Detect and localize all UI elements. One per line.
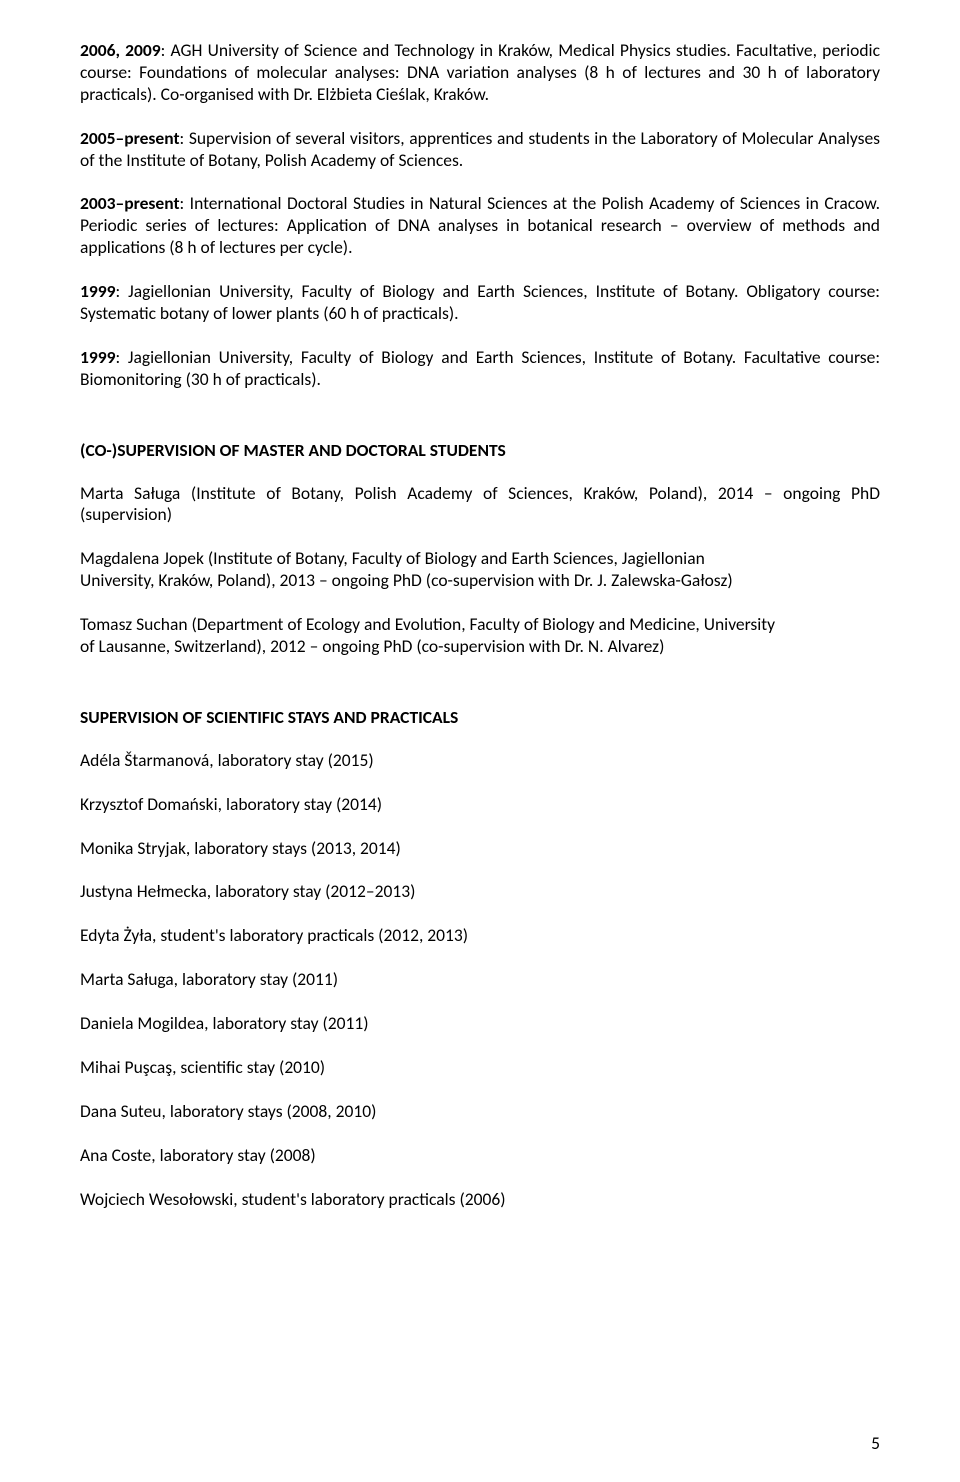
stay-item: Adéla Štarmanová, laboratory stay (2015) [80, 750, 880, 772]
student-line: Magdalena Jopek (Institute of Botany, Fa… [80, 547, 705, 569]
teaching-entry-1999a: 1999: Jagiellonian University, Faculty o… [80, 281, 880, 325]
stay-item: Justyna Hełmecka, laboratory stay (2012–… [80, 881, 880, 903]
entry-text: : Supervision of several visitors, appre… [80, 127, 880, 171]
student-line: University, Kraków, Poland), 2013 – ongo… [80, 569, 733, 591]
teaching-entry-2005-present: 2005–present: Supervision of several vis… [80, 128, 880, 172]
stay-item: Monika Stryjak, laboratory stays (2013, … [80, 838, 880, 860]
entry-text: : Jagiellonian University, Faculty of Bi… [80, 280, 880, 324]
cv-page: 2006, 2009: AGH University of Science an… [0, 0, 960, 1482]
entry-year: 1999 [80, 280, 115, 302]
stay-item: Marta Saługa, laboratory stay (2011) [80, 969, 880, 991]
entry-year: 2006, 2009 [80, 39, 161, 61]
student-saluga: Marta Saługa (Institute of Botany, Polis… [80, 483, 880, 527]
entry-year: 2003–present [80, 192, 180, 214]
entry-year: 2005–present [80, 127, 180, 149]
entry-text: : International Doctoral Studies in Natu… [80, 192, 880, 258]
teaching-entry-2003-present: 2003–present: International Doctoral Stu… [80, 193, 880, 259]
page-number: 5 [871, 1432, 880, 1454]
entry-year: 1999 [80, 346, 115, 368]
student-suchan: Tomasz Suchan (Department of Ecology and… [80, 614, 880, 658]
stay-item: Daniela Mogildea, laboratory stay (2011) [80, 1013, 880, 1035]
teaching-entry-1999b: 1999: Jagiellonian University, Faculty o… [80, 347, 880, 391]
stay-item: Wojciech Wesołowski, student's laborator… [80, 1189, 880, 1211]
entry-text: : AGH University of Science and Technolo… [80, 39, 880, 105]
heading-supervision-stays: SUPERVISION OF SCIENTIFIC STAYS AND PRAC… [80, 706, 880, 728]
section-spacer [80, 680, 880, 706]
student-jopek: Magdalena Jopek (Institute of Botany, Fa… [80, 548, 880, 592]
heading-co-supervision: (CO-)SUPERVISION OF MASTER AND DOCTORAL … [80, 439, 880, 461]
student-line: Tomasz Suchan (Department of Ecology and… [80, 613, 775, 635]
section-spacer [80, 413, 880, 439]
teaching-entry-2006-2009: 2006, 2009: AGH University of Science an… [80, 40, 880, 106]
student-line: of Lausanne, Switzerland), 2012 – ongoin… [80, 635, 664, 657]
stay-item: Edyta Żyła, student's laboratory practic… [80, 925, 880, 947]
stay-item: Ana Coste, laboratory stay (2008) [80, 1145, 880, 1167]
stay-item: Krzysztof Domański, laboratory stay (201… [80, 794, 880, 816]
stay-item: Dana Suteu, laboratory stays (2008, 2010… [80, 1101, 880, 1123]
stay-item: Mihai Puşcaş, scientific stay (2010) [80, 1057, 880, 1079]
entry-text: : Jagiellonian University, Faculty of Bi… [80, 346, 880, 390]
